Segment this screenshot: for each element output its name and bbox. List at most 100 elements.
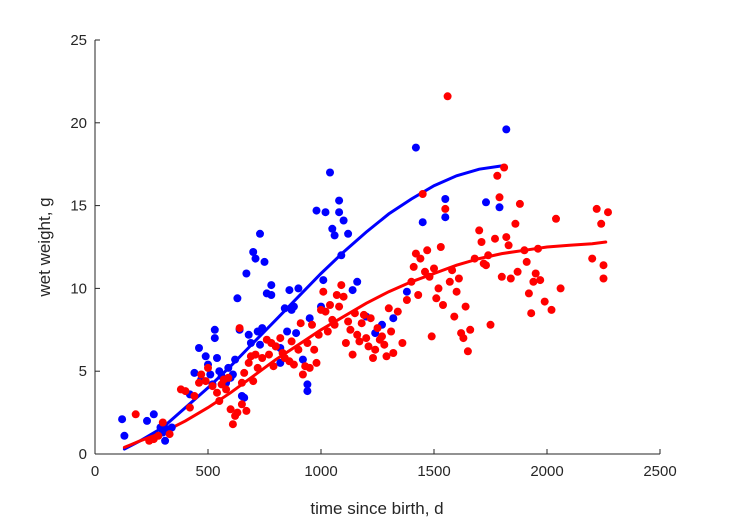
data-point: [305, 314, 314, 323]
data-point: [382, 352, 391, 361]
data-point: [552, 214, 560, 223]
x-tick-label: 2000: [530, 463, 563, 480]
data-point: [330, 231, 339, 240]
data-point: [389, 314, 398, 323]
data-point: [337, 251, 346, 260]
data-point: [477, 238, 486, 246]
data-point: [312, 206, 321, 215]
data-point: [335, 208, 344, 217]
data-point: [448, 266, 457, 275]
data-point: [425, 272, 434, 281]
data-point: [427, 332, 436, 341]
y-tick-label: 25: [70, 32, 87, 49]
data-point: [312, 358, 321, 367]
fit-line: [122, 164, 504, 451]
data-point: [267, 291, 276, 299]
data-point: [197, 370, 206, 379]
data-point: [210, 334, 219, 343]
data-point: [355, 337, 364, 346]
data-point: [592, 204, 601, 213]
data-point: [226, 405, 235, 414]
data-point: [475, 226, 484, 235]
data-point: [303, 387, 312, 396]
data-point: [454, 274, 463, 283]
data-point: [237, 378, 246, 387]
data-point: [441, 195, 450, 203]
data-point: [536, 276, 545, 285]
x-tick-label: 1000: [304, 463, 337, 480]
data-point: [258, 354, 267, 362]
fit-lines: [122, 164, 608, 451]
data-point: [353, 277, 362, 286]
fit-line: [122, 240, 608, 449]
data-point: [495, 203, 504, 212]
data-point: [409, 262, 418, 271]
data-point: [215, 397, 224, 405]
data-point: [253, 363, 262, 372]
data-point: [350, 309, 359, 318]
data-point: [459, 334, 468, 343]
data-point: [256, 229, 264, 238]
data-point: [527, 309, 536, 318]
data-point: [326, 168, 334, 177]
data-point: [240, 393, 249, 402]
data-point: [283, 327, 292, 336]
data-point: [120, 431, 129, 440]
data-point: [276, 334, 285, 343]
x-tick-label: 500: [195, 463, 220, 480]
data-point: [506, 274, 515, 283]
data-point: [294, 284, 303, 293]
data-point: [339, 216, 348, 225]
data-point: [369, 354, 377, 362]
data-point: [604, 208, 612, 217]
data-point: [310, 345, 319, 354]
data-point: [314, 330, 323, 339]
data-point: [265, 350, 273, 359]
data-point: [231, 355, 240, 364]
data-point: [463, 347, 472, 356]
data-point: [502, 233, 511, 242]
data-point: [323, 327, 332, 336]
data-point: [213, 388, 221, 397]
y-axis-label: wet weight, g: [35, 197, 54, 297]
y-tick-label: 10: [70, 280, 87, 297]
data-point: [484, 251, 493, 260]
data-point: [251, 254, 260, 263]
data-point: [118, 415, 127, 424]
data-point: [260, 257, 269, 266]
data-point: [524, 289, 533, 298]
data-point: [384, 304, 393, 313]
data-point: [344, 317, 353, 326]
data-point: [240, 368, 249, 377]
data-point: [450, 312, 459, 321]
data-point: [371, 345, 380, 354]
data-point: [269, 362, 278, 371]
data-point: [244, 330, 253, 339]
data-point: [154, 431, 163, 440]
data-point: [303, 339, 312, 347]
data-point: [149, 410, 158, 419]
data-point: [434, 284, 443, 293]
data-point: [534, 244, 542, 253]
data-point: [213, 354, 221, 362]
data-point: [190, 392, 199, 400]
data-point: [206, 370, 215, 379]
data-point: [398, 339, 407, 347]
data-point: [242, 269, 251, 278]
y-tick-label: 15: [70, 198, 87, 215]
data-point: [204, 363, 212, 372]
data-point: [432, 294, 441, 303]
data-point: [143, 416, 151, 425]
data-point: [439, 301, 447, 309]
data-point: [482, 198, 490, 207]
data-point: [131, 410, 140, 419]
data-point: [402, 296, 411, 304]
ticks: [94, 39, 661, 455]
x-tick-label: 1500: [417, 463, 450, 480]
data-point: [233, 408, 242, 417]
data-point: [208, 382, 217, 391]
data-point: [540, 297, 549, 306]
data-point: [326, 301, 334, 309]
data-point: [599, 261, 608, 270]
data-point: [531, 269, 540, 278]
